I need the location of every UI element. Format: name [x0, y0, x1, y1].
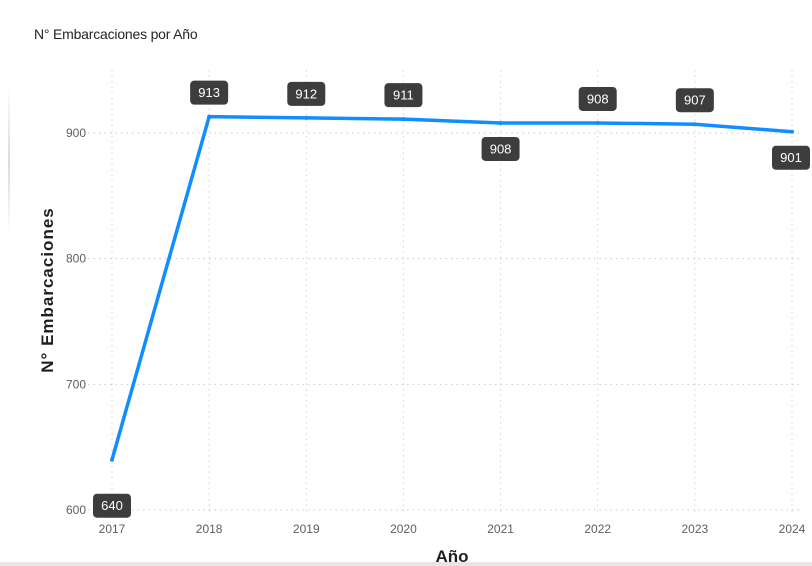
data-point: [498, 120, 503, 125]
data-point: [595, 120, 600, 125]
y-tick-label: 900: [66, 126, 86, 140]
visual-bottom-border: [0, 562, 812, 566]
data-label-text: 912: [295, 86, 317, 101]
data-label-text: 908: [587, 91, 609, 106]
data-label: 908: [578, 86, 617, 111]
series-line: [110, 114, 794, 462]
data-label: 640: [93, 493, 131, 518]
x-tick-label: 2017: [99, 522, 126, 536]
x-axis-title: Año: [435, 547, 468, 566]
y-tick-label: 800: [66, 252, 86, 266]
data-label-box: [481, 136, 520, 161]
data-point: [110, 457, 114, 462]
data-point: [692, 122, 697, 127]
data-point: [790, 129, 794, 134]
data-label-box: [675, 88, 714, 113]
y-tick-label: 700: [66, 377, 86, 391]
y-tick-label: 600: [66, 503, 86, 517]
data-label-box: [93, 493, 131, 518]
data-label-box: [578, 86, 617, 111]
x-tick-label: 2020: [390, 522, 417, 536]
x-tick-label: 2022: [584, 522, 611, 536]
y-axis-title: N° Embarcaciones: [38, 207, 57, 372]
gridlines: [88, 70, 800, 512]
data-label-box: [384, 83, 423, 108]
x-tick-label: 2019: [293, 522, 320, 536]
x-tick-label: 2021: [487, 522, 514, 536]
x-tick-label: 2018: [196, 522, 223, 536]
data-label-text: 640: [101, 498, 123, 513]
data-label-text: 913: [198, 85, 220, 100]
data-point: [304, 115, 309, 120]
chart-title: N° Embarcaciones por Año: [34, 26, 198, 42]
data-point: [207, 114, 212, 119]
visual-left-border: [8, 86, 10, 236]
data-labels: 640 913 912 911 908 908 907 901: [93, 80, 810, 518]
data-label-box: [190, 80, 229, 105]
data-label-text: 901: [780, 150, 802, 165]
data-label-text: 911: [393, 88, 414, 103]
data-point: [401, 117, 406, 122]
x-tick-label: 2024: [779, 522, 806, 536]
data-label: 913: [190, 80, 229, 105]
data-label-text: 908: [490, 141, 512, 156]
data-label: 908: [481, 136, 520, 161]
x-axis-ticks: 2017 2018 2019 2020 2021 2022 2023 2024: [99, 522, 806, 536]
data-label-text: 907: [684, 93, 706, 108]
data-label: 911: [384, 83, 423, 108]
data-label: 912: [287, 81, 326, 106]
data-label-box: [287, 81, 326, 106]
x-tick-label: 2023: [682, 522, 709, 536]
y-axis-ticks: 600 700 800 900: [66, 126, 86, 517]
data-label-box: [772, 145, 810, 170]
data-label: 907: [675, 88, 714, 113]
series-line-layer: [110, 114, 794, 462]
data-label: 901: [772, 145, 810, 170]
